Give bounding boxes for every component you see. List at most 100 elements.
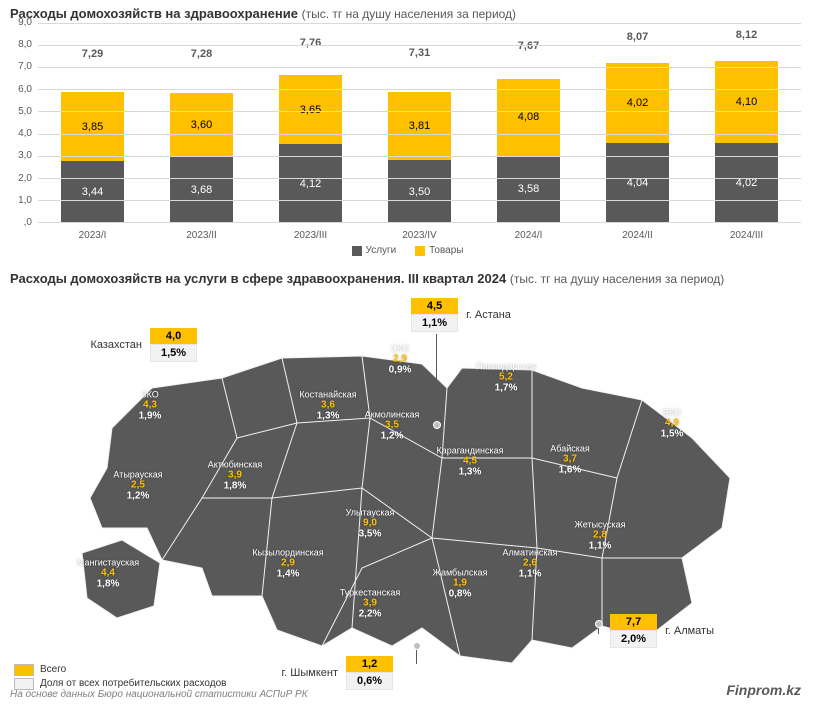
region-value: 4,4 (77, 567, 139, 579)
region-name: Павлодарская (476, 361, 536, 371)
region-name: Атырауская (113, 469, 162, 479)
region-share: 0,9% (389, 365, 412, 377)
callout-almaty: г. Алматы 7,7 2,0% (610, 614, 657, 648)
bar-total-label: 7,28 (191, 48, 212, 60)
callout-astana-share: 1,1% (411, 314, 458, 332)
bar-slot: 4,024,108,12 (692, 24, 801, 223)
region-name: Карагандинская (436, 445, 503, 455)
region-label: Жетысуская2,81,1% (575, 519, 626, 552)
x-axis-label: 2024/I (474, 230, 583, 241)
region-name: Акмолинская (365, 409, 420, 419)
region-share: 1,6% (550, 465, 590, 477)
region-name: СКО (389, 343, 412, 353)
region-name: Алматинская (503, 547, 558, 557)
y-tick: 5,0 (18, 107, 32, 117)
chart-title: Расходы домохозяйств на здравоохранение … (0, 0, 815, 23)
region-share: 1,9% (139, 411, 162, 423)
region-name: ВКО (661, 407, 684, 417)
stacked-bar: 3,503,817,31 (388, 61, 451, 223)
region-value: 4,9 (661, 417, 684, 429)
region-share: 1,5% (661, 429, 684, 441)
region-name: Мангистауская (77, 557, 139, 567)
footer-source: На основе данных Бюро национальной стати… (10, 689, 308, 700)
callout-astana: г. Астана 4,5 1,1% (411, 298, 458, 332)
region-label: Карагандинская4,51,3% (436, 445, 503, 478)
region-share: 1,3% (436, 467, 503, 479)
region-label: Жамбылская1,90,8% (433, 567, 488, 600)
x-axis-label: 2023/II (147, 230, 256, 241)
callout-almaty-label: г. Алматы (657, 625, 714, 637)
map-legend-swatch-share (14, 678, 34, 690)
callout-almaty-share: 2,0% (610, 630, 657, 648)
bar-segment-services: 3,44 (61, 161, 124, 223)
region-share: 1,8% (77, 579, 139, 591)
bar-segment-goods: 4,10 (715, 61, 778, 143)
y-tick: 9,0 (18, 18, 32, 28)
region-value: 5,2 (476, 371, 536, 383)
chart-plot-area: 3,443,857,293,683,607,284,123,657,763,50… (38, 23, 801, 223)
almaty-dot (595, 620, 603, 628)
region-share: 1,2% (365, 431, 420, 443)
region-name: Кызылординская (252, 547, 323, 557)
map-title: Расходы домохозяйств на услуги в сфере з… (0, 265, 815, 288)
region-share: 2,2% (340, 609, 400, 621)
leader-astana (436, 334, 437, 422)
chart-title-unit: (тыс. тг на душу населения за период) (302, 7, 516, 21)
region-name: Абайская (550, 443, 590, 453)
region-share: 0,8% (433, 589, 488, 601)
region-name: Костанайская (299, 389, 356, 399)
map-section: Казахстан 4,0 1,5% г. Астана 4,5 1,1% г.… (0, 294, 815, 696)
x-axis-label: 2024/II (583, 230, 692, 241)
region-label: Акмолинская3,51,2% (365, 409, 420, 442)
chart-y-axis: ,01,02,03,04,05,06,07,08,09,0 (10, 23, 34, 223)
region-label: Павлодарская5,21,7% (476, 361, 536, 394)
region-label: Алматинская2,61,1% (503, 547, 558, 580)
region-name: Актюбинская (208, 459, 263, 469)
callout-kazakhstan-value: 4,0 (150, 328, 197, 344)
healthcare-spending-chart: ,01,02,03,04,05,06,07,08,09,0 3,443,857,… (10, 23, 805, 253)
bar-total-label: 7,76 (300, 37, 321, 49)
astana-dot (433, 421, 441, 429)
callout-shymkent: г. Шымкент 1,2 0,6% (346, 656, 393, 690)
x-axis-label: 2023/I (38, 230, 147, 241)
map-legend-swatch-total (14, 664, 34, 676)
region-label: Атырауская2,51,2% (113, 469, 162, 502)
region-value: 2,9 (252, 557, 323, 569)
grid-line (38, 111, 801, 112)
bar-segment-goods: 3,85 (61, 92, 124, 161)
region-label: Улытауская9,03,5% (346, 507, 395, 540)
bar-segment-goods: 4,08 (497, 79, 560, 156)
bar-segment-goods: 4,02 (606, 63, 669, 143)
bar-slot: 3,584,087,67 (474, 24, 583, 223)
region-name: Жамбылская (433, 567, 488, 577)
region-label: Актюбинская3,91,8% (208, 459, 263, 492)
region-value: 2,6 (503, 557, 558, 569)
callout-kazakhstan-share: 1,5% (150, 344, 197, 362)
region-share: 1,8% (208, 481, 263, 493)
x-axis-label: 2023/IV (365, 230, 474, 241)
region-label: Абайская3,71,6% (550, 443, 590, 476)
grid-line (38, 156, 801, 157)
y-tick: 4,0 (18, 129, 32, 139)
region-share: 1,3% (299, 411, 356, 423)
bar-segment-services: 3,68 (170, 157, 233, 223)
region-label: ВКО4,91,5% (661, 407, 684, 440)
region-label: СКО2,90,9% (389, 343, 412, 376)
bar-total-label: 7,31 (409, 47, 430, 59)
callout-shymkent-value: 1,2 (346, 656, 393, 672)
region-share: 1,1% (503, 569, 558, 581)
region-value: 2,5 (113, 479, 162, 491)
region-label: Костанайская3,61,3% (299, 389, 356, 422)
region-value: 2,8 (575, 529, 626, 541)
bar-segment-services: 3,50 (388, 160, 451, 223)
region-value: 9,0 (346, 517, 395, 529)
grid-line (38, 200, 801, 201)
chart-title-text: Расходы домохозяйств на здравоохранение (10, 6, 298, 21)
region-value: 3,9 (208, 469, 263, 481)
map-title-unit: (тыс. тг на душу населения за период) (510, 272, 724, 286)
bar-total-label: 7,29 (82, 48, 103, 60)
grid-line (38, 222, 801, 223)
map-title-text: Расходы домохозяйств на услуги в сфере з… (10, 271, 506, 286)
grid-line (38, 23, 801, 24)
callout-kazakhstan: Казахстан 4,0 1,5% (150, 328, 197, 362)
